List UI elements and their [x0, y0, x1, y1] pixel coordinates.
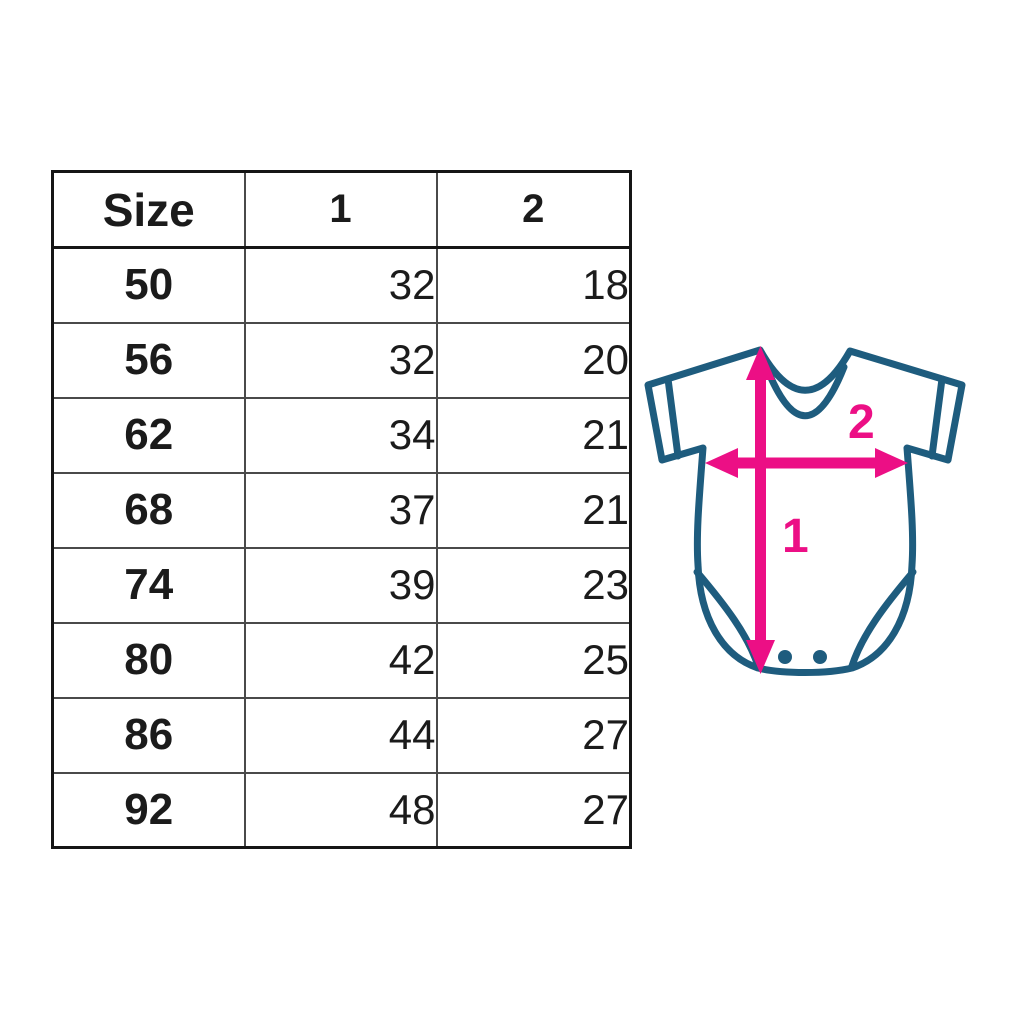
measure-2-cell: 18 — [435, 246, 632, 324]
table-row: 56 32 20 — [51, 321, 632, 399]
measure-1-cell: 34 — [243, 396, 438, 474]
measure-2-cell: 21 — [435, 396, 632, 474]
size-chart-table: Size 1 2 50 32 18 56 32 20 62 34 21 68 3… — [51, 170, 632, 849]
header-measure-2: 2 — [435, 170, 632, 249]
right-cuff-line — [928, 375, 946, 460]
bodysuit-body-path — [644, 346, 966, 676]
measure-2-cell: 21 — [435, 471, 632, 549]
measure-2-cell: 27 — [435, 696, 632, 774]
table-row: 80 42 25 — [51, 621, 632, 699]
size-cell: 62 — [51, 396, 246, 474]
measure-1-cell: 39 — [243, 546, 438, 624]
measure-2-cell: 25 — [435, 621, 632, 699]
header-size: Size — [51, 170, 246, 249]
length-arrow-head-top — [746, 346, 775, 380]
length-arrow — [746, 346, 775, 674]
measure-2-cell: 27 — [435, 771, 632, 849]
snap-dot-right — [813, 650, 827, 664]
table-header-row: Size 1 2 — [51, 170, 632, 249]
width-arrow-head-right — [875, 448, 908, 478]
size-cell: 80 — [51, 621, 246, 699]
measure-1-cell: 42 — [243, 621, 438, 699]
header-measure-1: 1 — [243, 170, 438, 249]
collar-inner-arc — [762, 362, 848, 419]
length-arrow-head-bottom — [746, 640, 775, 674]
size-cell: 74 — [51, 546, 246, 624]
width-arrow-head-left — [705, 448, 738, 478]
width-arrow — [705, 448, 908, 478]
bodysuit-measurement-diagram: 1 2 — [644, 346, 966, 676]
table-row: 92 48 27 — [51, 771, 632, 849]
size-cell: 68 — [51, 471, 246, 549]
bodysuit-outline — [644, 346, 966, 676]
left-cuff-line — [664, 375, 682, 460]
table-row: 74 39 23 — [51, 546, 632, 624]
measure-1-cell: 44 — [243, 696, 438, 774]
size-cell: 56 — [51, 321, 246, 399]
length-label: 1 — [782, 510, 809, 563]
measure-2-cell: 23 — [435, 546, 632, 624]
width-arrow-shaft — [730, 457, 883, 469]
table-row: 86 44 27 — [51, 696, 632, 774]
size-cell: 50 — [51, 246, 246, 324]
length-arrow-shaft — [755, 372, 766, 648]
width-label: 2 — [848, 396, 875, 449]
snap-dot-left — [778, 650, 792, 664]
measure-1-cell: 32 — [243, 246, 438, 324]
measure-1-cell: 48 — [243, 771, 438, 849]
right-leg-arc — [848, 568, 917, 670]
table-row: 50 32 18 — [51, 246, 632, 324]
table-row: 68 37 21 — [51, 471, 632, 549]
table-row: 62 34 21 — [51, 396, 632, 474]
measure-2-cell: 20 — [435, 321, 632, 399]
size-cell: 86 — [51, 696, 246, 774]
measure-1-cell: 37 — [243, 471, 438, 549]
size-cell: 92 — [51, 771, 246, 849]
measure-1-cell: 32 — [243, 321, 438, 399]
